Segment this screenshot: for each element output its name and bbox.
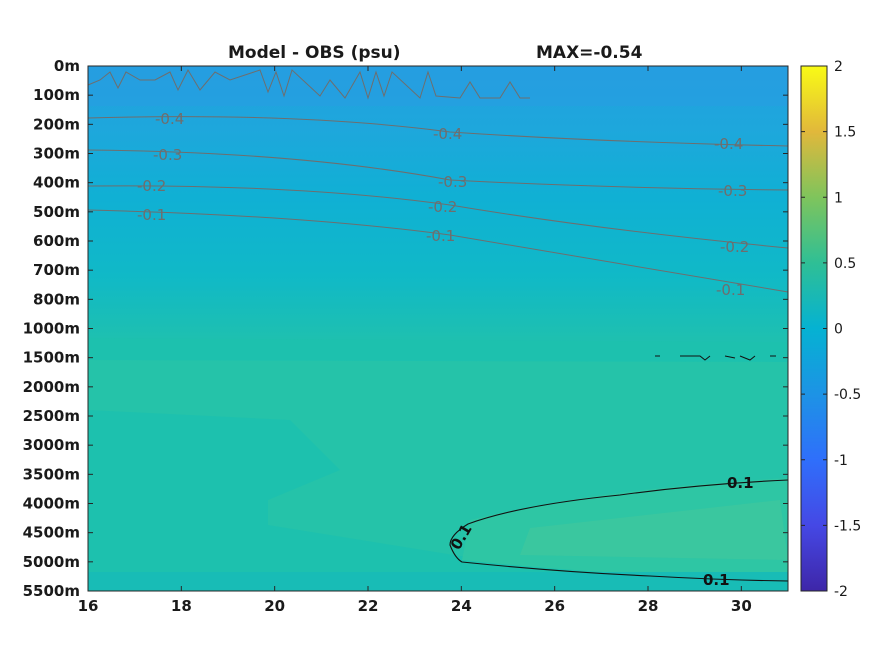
contour-noise-1500m	[655, 355, 776, 361]
y-tick-label: 2000m	[23, 378, 80, 396]
contour-minus-0.4	[87, 116, 789, 147]
x-tick-label: 22	[358, 597, 379, 615]
colorbar-tick-label: 0	[834, 322, 843, 338]
colorbar-tick-label: 1	[834, 190, 843, 206]
contour-label: -0.3	[438, 173, 467, 191]
contour-label: 0.1	[703, 571, 730, 589]
contour-minus-0.1-a	[87, 209, 789, 293]
contour-label: -0.2	[720, 238, 749, 256]
colorbar-ticks: 2 1.5 1 0.5 0 -0.5 -1 -1.5 -2	[801, 59, 861, 600]
y-tick-label: 5000m	[23, 553, 80, 571]
y-tick-label: 5500m	[23, 582, 80, 600]
y-tick-label: 700m	[33, 261, 80, 279]
chart-subtitle: MAX=-0.54	[536, 43, 643, 63]
contour-surface-wiggle	[87, 68, 530, 100]
plot-field	[88, 66, 788, 591]
contour-lines	[87, 68, 789, 293]
contour-label: -0.4	[714, 135, 743, 153]
contour-label: -0.1	[426, 227, 455, 245]
y-tick-label: 400m	[33, 174, 80, 192]
x-tick-label: 26	[544, 597, 565, 615]
x-tick-label: 28	[638, 597, 659, 615]
x-tick-label: 20	[264, 597, 285, 615]
region-surface	[88, 66, 788, 106]
y-tick-label: 800m	[33, 290, 80, 308]
colorbar-tick-label: -0.5	[834, 387, 861, 403]
contour-label: -0.3	[718, 182, 747, 200]
y-axis: 0m 100m 200m 300m 400m 500m 600m 700m 800m 1000m 1…	[23, 57, 788, 600]
x-axis: 16 18 20 22 24 26 28 30	[78, 66, 752, 615]
colorbar-tick-label: 1.5	[834, 125, 856, 141]
y-tick-label: 500m	[33, 203, 80, 221]
y-tick-label: 600m	[33, 232, 80, 250]
x-tick-label: 16	[78, 597, 99, 615]
y-tick-label: 4000m	[23, 495, 80, 513]
x-tick-label: 18	[171, 597, 192, 615]
contour-label: -0.1	[137, 206, 166, 224]
y-tick-label: 100m	[33, 86, 80, 104]
colorbar-tick-label: 0.5	[834, 256, 856, 272]
x-tick-label: 30	[731, 597, 752, 615]
colorbar	[800, 65, 828, 592]
y-tick-label: 3000m	[23, 436, 80, 454]
y-tick-label: 2500m	[23, 407, 80, 425]
contour-label: -0.3	[153, 146, 182, 164]
region-bottom	[88, 572, 788, 591]
y-tick-label: 300m	[33, 145, 80, 163]
y-tick-label: 1500m	[23, 349, 80, 367]
contour-labels: -0.4 -0.4 -0.4 -0.3 -0.3 -0.3 -0.2 -0.2 …	[137, 110, 754, 589]
contour-label: 0.1	[727, 474, 754, 492]
colorbar-tick-label: -1.5	[834, 518, 861, 534]
colorbar-tick-label: -1	[834, 453, 848, 469]
contour-label: -0.4	[155, 110, 184, 128]
contour-minus-0.2-a	[87, 185, 789, 249]
colorbar-tick-label: 2	[834, 59, 843, 75]
contour-label: -0.1	[716, 281, 745, 299]
contour-0.1	[449, 479, 789, 582]
contour-label: -0.4	[433, 125, 462, 143]
y-tick-label: 4500m	[23, 524, 80, 542]
colorbar-tick-label: -2	[834, 584, 848, 600]
y-tick-label: 3500m	[23, 465, 80, 483]
chart-title: Model - OBS (psu)	[228, 43, 401, 63]
y-tick-label: 1000m	[23, 320, 80, 338]
contour-label: -0.2	[137, 177, 166, 195]
y-tick-label: 200m	[33, 115, 80, 133]
contour-minus-0.3	[87, 149, 789, 191]
region-peak	[520, 500, 788, 560]
y-tick-label: 0m	[54, 57, 80, 75]
x-tick-label: 24	[451, 597, 472, 615]
contour-label: -0.2	[428, 198, 457, 216]
